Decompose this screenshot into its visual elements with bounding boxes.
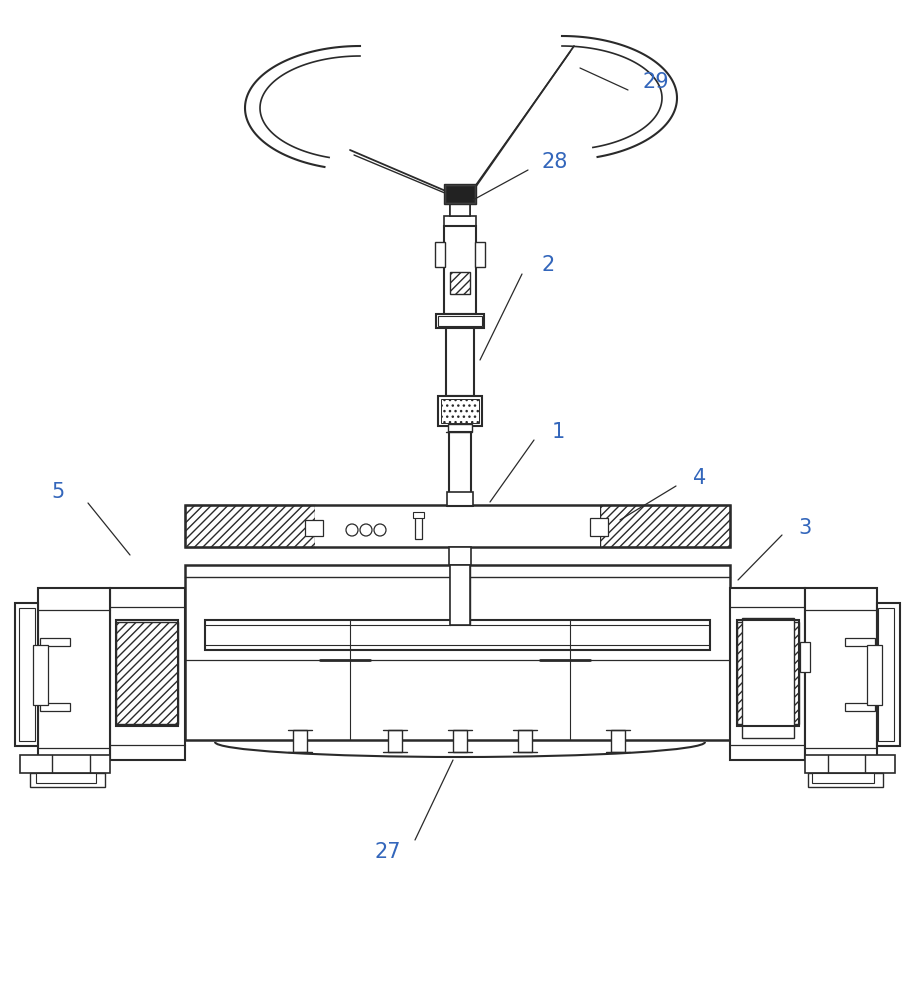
Text: 2: 2 xyxy=(541,255,555,275)
Bar xyxy=(446,186,474,202)
Circle shape xyxy=(374,524,386,536)
Bar xyxy=(590,518,608,536)
Bar xyxy=(450,565,470,625)
Bar xyxy=(475,242,485,267)
Bar xyxy=(450,272,470,294)
Bar xyxy=(812,773,874,783)
Bar xyxy=(867,645,882,705)
Bar xyxy=(205,620,710,650)
Bar xyxy=(600,505,730,547)
Bar xyxy=(448,424,472,432)
Bar xyxy=(30,773,105,787)
Bar xyxy=(737,622,799,724)
Text: 3: 3 xyxy=(799,518,811,538)
Bar xyxy=(20,755,110,773)
Bar xyxy=(415,514,422,539)
Bar xyxy=(19,608,35,741)
Text: 29: 29 xyxy=(642,72,669,92)
Bar xyxy=(518,730,532,752)
Bar xyxy=(40,638,70,646)
Bar xyxy=(737,620,799,726)
Bar xyxy=(447,492,473,506)
Bar xyxy=(38,588,110,760)
Bar xyxy=(449,547,471,565)
Bar xyxy=(438,396,482,426)
Bar xyxy=(453,730,467,752)
Bar xyxy=(878,608,894,741)
Circle shape xyxy=(360,524,372,536)
Bar xyxy=(305,520,323,536)
Bar xyxy=(805,588,877,760)
Bar xyxy=(441,399,479,423)
Bar xyxy=(185,565,730,740)
Bar xyxy=(611,730,625,752)
Bar xyxy=(293,730,307,752)
Bar xyxy=(435,242,445,267)
Bar xyxy=(438,316,482,326)
Bar xyxy=(450,204,470,216)
Text: 1: 1 xyxy=(551,422,564,442)
Bar xyxy=(845,703,875,711)
Bar xyxy=(388,730,402,752)
Circle shape xyxy=(346,524,358,536)
Bar xyxy=(436,314,484,328)
Bar xyxy=(36,773,96,783)
Text: 28: 28 xyxy=(542,152,568,172)
Bar xyxy=(185,505,315,547)
Bar xyxy=(116,622,178,724)
Bar xyxy=(116,620,178,726)
Text: 4: 4 xyxy=(693,468,707,488)
Bar xyxy=(110,588,185,760)
Bar xyxy=(730,588,805,760)
Bar xyxy=(446,328,474,396)
Bar xyxy=(800,642,810,672)
Bar xyxy=(805,755,895,773)
Bar xyxy=(808,773,883,787)
Bar xyxy=(845,638,875,646)
Text: 27: 27 xyxy=(375,842,402,862)
Bar xyxy=(444,184,476,204)
Bar xyxy=(185,505,730,547)
Text: 5: 5 xyxy=(51,482,64,502)
Bar xyxy=(449,432,471,507)
Bar xyxy=(40,703,70,711)
Bar xyxy=(413,512,424,518)
Bar xyxy=(444,216,476,226)
Bar xyxy=(315,505,600,547)
Bar xyxy=(33,645,48,705)
Bar xyxy=(444,226,476,314)
Bar xyxy=(877,603,900,746)
Bar xyxy=(15,603,38,746)
Bar xyxy=(742,618,794,738)
